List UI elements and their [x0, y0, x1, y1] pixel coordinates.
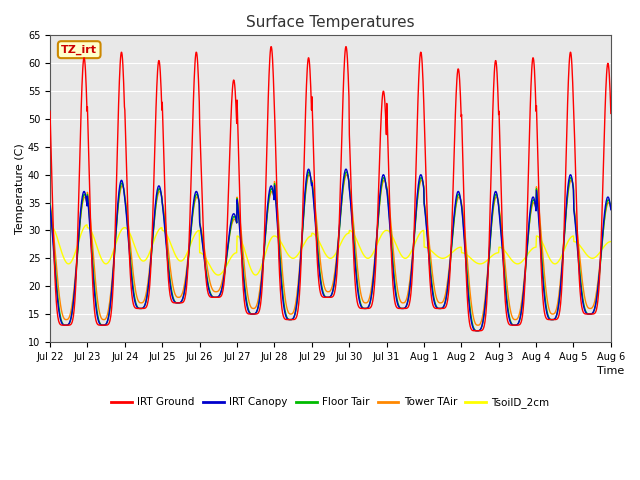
Legend: IRT Ground, IRT Canopy, Floor Tair, Tower TAir, TsoilD_2cm: IRT Ground, IRT Canopy, Floor Tair, Towe…: [107, 393, 554, 412]
Text: TZ_irt: TZ_irt: [61, 45, 97, 55]
X-axis label: Time: Time: [597, 366, 625, 376]
Y-axis label: Temperature (C): Temperature (C): [15, 143, 25, 234]
Title: Surface Temperatures: Surface Temperatures: [246, 15, 415, 30]
